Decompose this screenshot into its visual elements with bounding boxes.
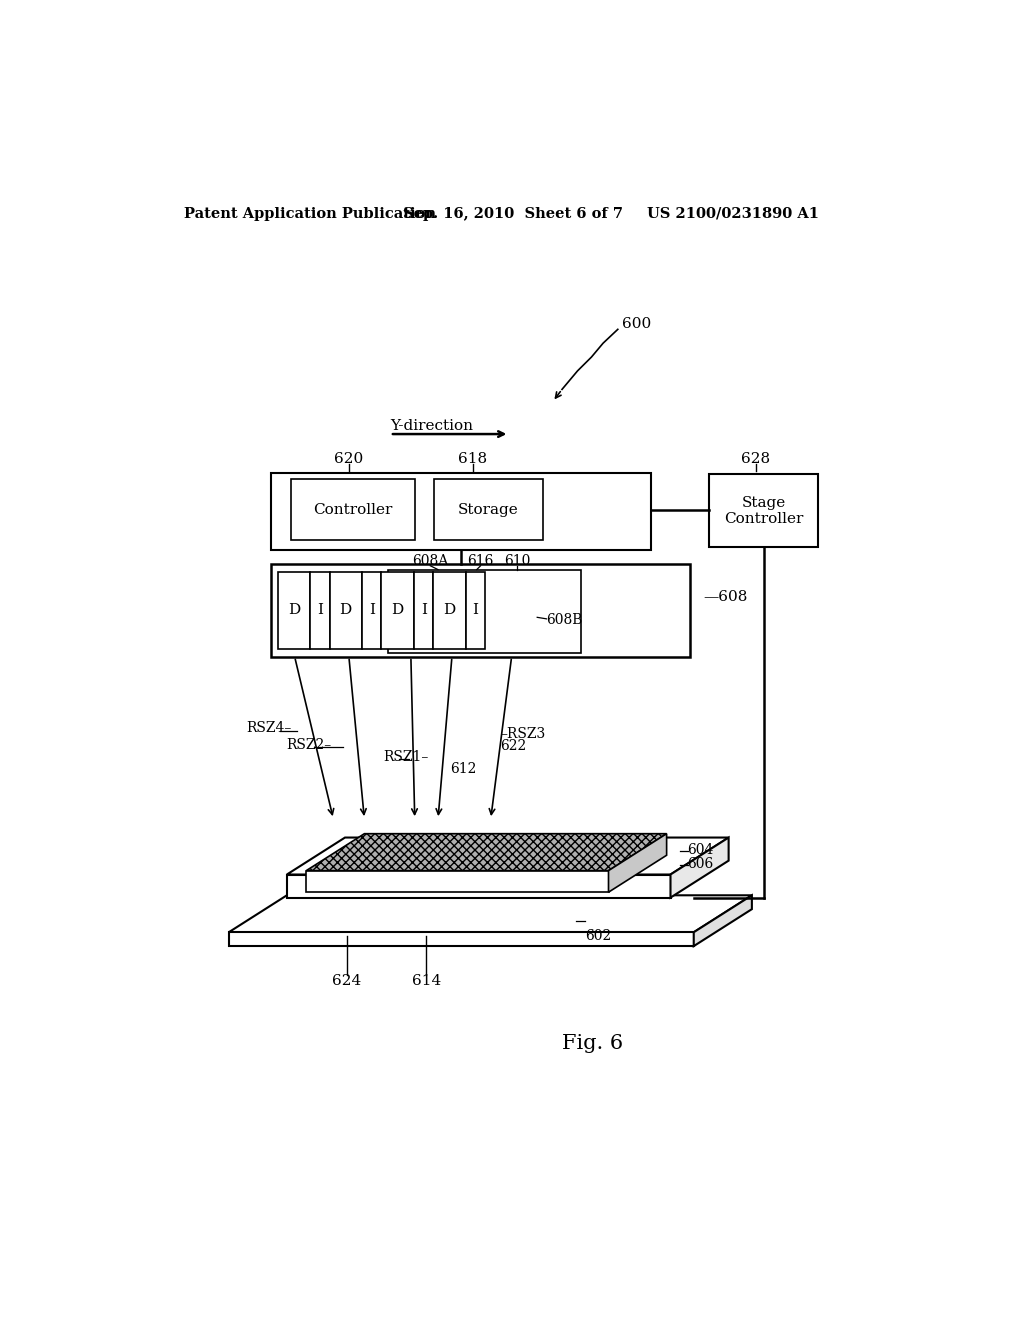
Polygon shape xyxy=(608,834,667,892)
Text: 612: 612 xyxy=(451,762,477,776)
Text: Storage: Storage xyxy=(458,503,519,516)
Text: 622: 622 xyxy=(500,739,526,752)
Text: RSZ4–: RSZ4– xyxy=(246,721,291,735)
Bar xyxy=(466,572,485,649)
Bar xyxy=(271,564,690,656)
Text: Sep. 16, 2010  Sheet 6 of 7: Sep. 16, 2010 Sheet 6 of 7 xyxy=(403,207,624,220)
Polygon shape xyxy=(287,838,729,875)
Bar xyxy=(271,473,651,549)
Text: I: I xyxy=(421,603,427,618)
Text: I: I xyxy=(473,603,478,618)
Text: –RSZ3: –RSZ3 xyxy=(500,727,545,742)
Bar xyxy=(433,572,466,649)
Text: 608B: 608B xyxy=(547,614,583,627)
Text: 616: 616 xyxy=(467,554,494,568)
Text: Fig. 6: Fig. 6 xyxy=(562,1035,624,1053)
Text: Y-direction: Y-direction xyxy=(390,418,473,433)
Text: I: I xyxy=(369,603,375,618)
Bar xyxy=(278,572,310,649)
Bar xyxy=(291,479,415,540)
Polygon shape xyxy=(228,895,752,932)
Text: D: D xyxy=(340,603,352,618)
Text: D: D xyxy=(391,603,403,618)
Text: D: D xyxy=(443,603,456,618)
Text: D: D xyxy=(288,603,300,618)
Polygon shape xyxy=(287,875,671,898)
Text: Patent Application Publication: Patent Application Publication xyxy=(183,207,436,220)
Text: Controller: Controller xyxy=(313,503,392,516)
Text: 600: 600 xyxy=(623,317,651,331)
Polygon shape xyxy=(306,834,667,871)
Bar xyxy=(434,479,543,540)
Text: I: I xyxy=(316,603,323,618)
Text: 620: 620 xyxy=(334,451,364,466)
Bar xyxy=(362,572,381,649)
Text: 604: 604 xyxy=(687,843,714,857)
Text: 602: 602 xyxy=(586,929,611,942)
Text: US 2100/0231890 A1: US 2100/0231890 A1 xyxy=(647,207,819,220)
Bar xyxy=(414,572,433,649)
Polygon shape xyxy=(693,895,752,946)
Text: 614: 614 xyxy=(412,974,441,987)
Text: 628: 628 xyxy=(741,451,770,466)
Bar xyxy=(310,572,330,649)
Text: —608: —608 xyxy=(703,590,748,605)
Text: RSZ2–: RSZ2– xyxy=(286,738,332,752)
Text: Stage
Controller: Stage Controller xyxy=(724,495,803,525)
Polygon shape xyxy=(671,838,729,898)
Text: 606: 606 xyxy=(687,857,714,871)
Bar xyxy=(388,570,582,653)
Text: RSZ1–: RSZ1– xyxy=(384,750,429,764)
Bar xyxy=(381,572,414,649)
Text: 618: 618 xyxy=(459,451,487,466)
Bar xyxy=(710,474,818,548)
Text: 610: 610 xyxy=(504,554,530,568)
Text: 624: 624 xyxy=(332,974,361,987)
Text: 608A: 608A xyxy=(412,554,449,568)
Bar xyxy=(330,572,362,649)
Polygon shape xyxy=(306,871,608,892)
Polygon shape xyxy=(228,932,693,946)
